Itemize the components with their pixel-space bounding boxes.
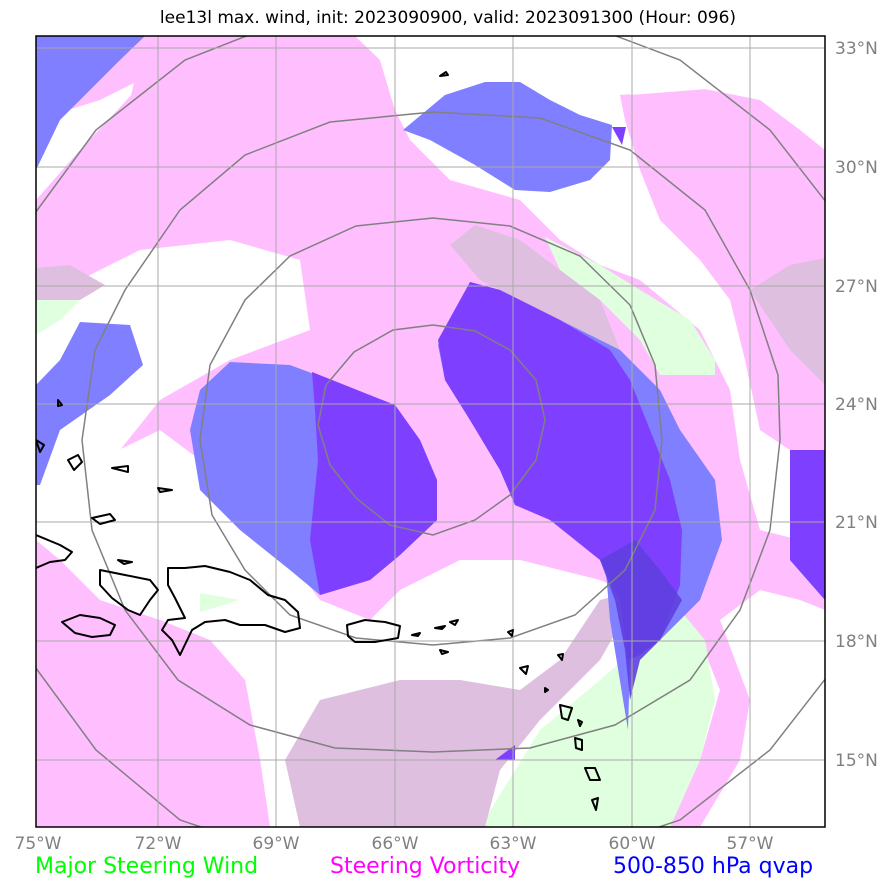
virgin-islands: [411, 619, 459, 637]
overlap-field: [36, 225, 825, 827]
hispaniola-coast: [161, 565, 301, 656]
cuba-coast: [36, 534, 73, 569]
st-vincent: [591, 797, 599, 811]
lon-tick-label: 60°W: [609, 834, 656, 854]
guadeloupe: [559, 704, 573, 721]
martinique: [574, 737, 583, 751]
bahamas-2: [111, 465, 129, 473]
lon-tick-label: 66°W: [372, 834, 419, 854]
lat-tick-label: 15°N: [835, 751, 878, 771]
bahamas-5: [36, 439, 45, 453]
lat-tick-labels: 33°N 30°N 27°N 24°N 21°N 18°N 15°N: [835, 39, 878, 771]
map-frame: [35, 35, 826, 828]
antigua: [519, 665, 529, 675]
lat-tick-label: 33°N: [835, 39, 878, 59]
bermuda: [439, 71, 449, 77]
lon-tick-label: 69°W: [253, 834, 300, 854]
hispaniola-west-coast: [99, 569, 159, 616]
lon-tick-labels: 75°W 72°W 69°W 66°W 63°W 60°W 57°W: [15, 834, 774, 854]
lon-tick-label: 75°W: [15, 834, 62, 854]
dominica: [577, 719, 583, 727]
lon-tick-label: 63°W: [490, 834, 537, 854]
montserrat: [544, 687, 549, 693]
st-kitts: [439, 649, 449, 655]
lat-tick-label: 24°N: [835, 395, 878, 415]
lat-tick-label: 30°N: [835, 158, 878, 178]
coastlines: [36, 71, 601, 811]
bahamas-4: [91, 513, 116, 525]
legend-steering-wind: Major Steering Wind: [35, 854, 259, 879]
lat-tick-label: 18°N: [835, 632, 878, 652]
bahamas-6: [57, 399, 63, 407]
legend-qvap: 500-850 hPa qvap: [613, 854, 814, 879]
lat-tick-label: 21°N: [835, 513, 878, 533]
qvap-overlap-field: [600, 540, 682, 700]
puerto-rico-coast: [346, 619, 401, 643]
lat-tick-label: 27°N: [835, 277, 878, 297]
lon-tick-label: 57°W: [727, 834, 774, 854]
graticule: [36, 36, 825, 827]
barbuda: [557, 653, 564, 661]
map-title: lee13l max. wind, init: 2023090900, vali…: [159, 8, 737, 28]
blank-regions: [36, 36, 825, 827]
bahamas-3: [157, 487, 173, 493]
bahamas-1: [67, 454, 83, 471]
legend-steering-vorticity: Steering Vorticity: [330, 854, 521, 879]
anguilla: [507, 629, 514, 637]
turks-caicos: [117, 559, 133, 565]
jamaica-coast: [61, 614, 116, 638]
st-lucia: [584, 767, 601, 781]
lon-tick-label: 72°W: [135, 834, 182, 854]
